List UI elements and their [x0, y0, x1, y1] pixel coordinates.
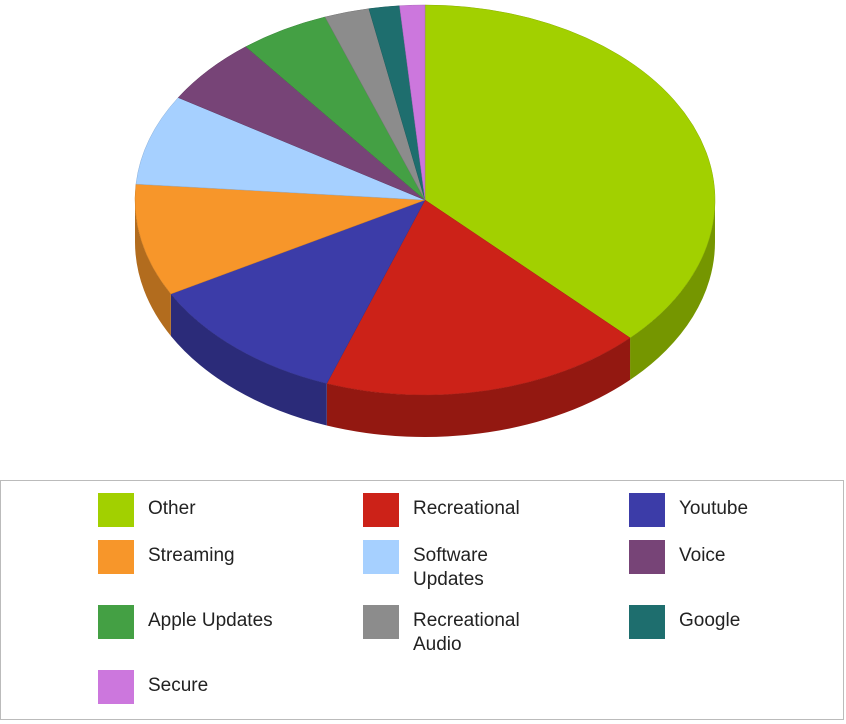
legend-swatch [629, 493, 665, 527]
legend-swatch [363, 605, 399, 639]
legend-label: Streaming [148, 545, 235, 566]
legend-label: Software Updates [413, 545, 488, 590]
pie-slice [134, 183, 426, 295]
pie-slice [135, 97, 426, 201]
pie-slice [326, 199, 631, 396]
legend-swatch [98, 670, 134, 704]
legend-swatch [363, 540, 399, 574]
pie-slice-side [170, 293, 327, 426]
legend-item: Streaming [98, 540, 363, 592]
legend-swatch [629, 540, 665, 574]
legend-label: Recreational Audio [413, 610, 520, 655]
legend-swatch [98, 493, 134, 527]
legend-label: Voice [679, 545, 726, 566]
pie-slice [424, 4, 716, 339]
pie-slice [399, 4, 426, 201]
legend: Other Recreational Youtube Streaming Softwar… [0, 480, 844, 720]
legend-item: Voice [629, 540, 846, 592]
legend-item: Other [98, 493, 363, 527]
legend-item: Software Updates [363, 540, 629, 592]
legend-label: Youtube [679, 498, 749, 519]
legend-label: Other [148, 498, 196, 519]
legend-item: Youtube [629, 493, 846, 527]
legend-label: Apple Updates [148, 610, 273, 631]
legend-item: Apple Updates [98, 605, 363, 657]
legend-item: Recreational Audio [363, 605, 629, 657]
legend-item: Secure [98, 670, 363, 704]
legend-swatch [98, 540, 134, 574]
legend-label: Google [679, 610, 741, 631]
pie-slice-side [630, 200, 715, 380]
legend-swatch [629, 605, 665, 639]
pie-chart [134, 4, 716, 438]
legend-label: Secure [148, 675, 209, 696]
pie-slice-side [326, 337, 631, 438]
legend-item: Google [629, 605, 846, 657]
legend-swatch [98, 605, 134, 639]
legend-item: Recreational [363, 493, 629, 527]
legend-label: Recreational [413, 498, 520, 519]
legend-swatch [363, 493, 399, 527]
pie-slice [170, 199, 426, 384]
